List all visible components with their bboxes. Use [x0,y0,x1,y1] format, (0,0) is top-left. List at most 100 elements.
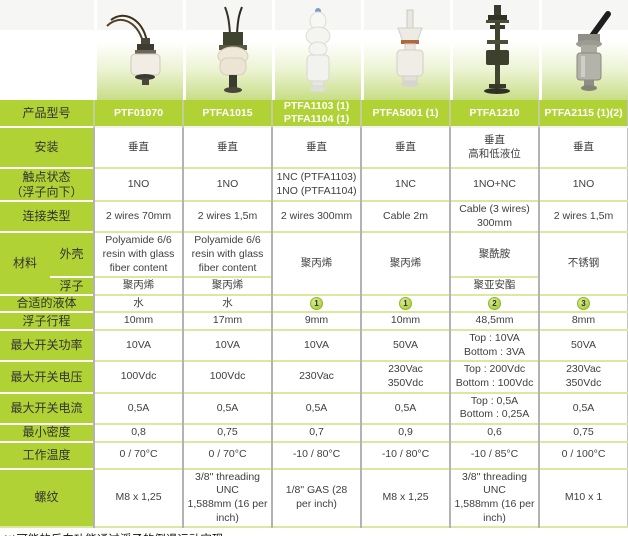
table-cell: 1/8" GAS (28 per inch) [271,467,362,528]
row-label-material-float: 浮子 [50,276,95,295]
table-cell: 2 wires 300mm [271,199,362,233]
table-cell: 2 wires 1,5m [538,199,628,233]
table-cell: 10mm [93,311,184,331]
table-cell: 0,5A [93,391,184,424]
product-photo-ptfa5001 [361,0,450,100]
table-cell: 聚丙烯 [271,231,362,295]
table-cell: 聚酰胺 [449,231,540,278]
table-cell: 3/8" threading UNC 1,588mm (16 per inch) [449,467,540,528]
table-cell: M8 x 1,25 [93,467,184,528]
table-cell: 0,9 [360,422,451,442]
footnotes: (1)可能的反向功能通过浮子的倒退运动实现. (2)ATEX形式是可能的（见31… [0,528,628,536]
table-cell: M10 x 1 [538,467,628,528]
row-label-max-switching-voltage: 最大开关电压 [0,360,95,393]
table-cell: 不锈钢 [538,231,628,295]
row-label-mounting: 安装 [0,126,95,168]
product-model: PTFA1210 [449,100,540,127]
table-cell: 水 [93,293,184,313]
table-cell: 1 [360,293,451,313]
table-cell: Top : 200Vdc Bottom : 100Vdc [449,360,540,393]
table-cell: 垂直 [182,126,273,168]
table-cell: M8 x 1,25 [360,467,451,528]
table-cell: 230Vac [271,360,362,393]
table-cell: 0,75 [182,422,273,442]
product-comparison-table: 产品型号 PTF01070 PTFA1015 PTFA1103 (1) PTFA… [0,100,628,529]
table-cell: Polyamide 6/6 resin with glass fiber con… [182,231,273,278]
table-cell: 0,7 [271,422,362,442]
table-cell: 垂直 [538,126,628,168]
table-cell: 1NO+NC [449,167,540,201]
table-cell: 0,8 [93,422,184,442]
table-cell: 10VA [93,329,184,362]
table-cell: 1NO [182,167,273,201]
table-cell: 17mm [182,311,273,331]
table-cell: 0,75 [538,422,628,442]
footnote-1: (1)可能的反向功能通过浮子的倒退运动实现. [3,533,624,536]
product-photo-ptfa1103 [272,0,361,100]
table-cell: 1NC (PTFA1103) 1NO (PTFA1104) [271,167,362,201]
row-label-operating-temperature: 工作温度 [0,440,95,469]
table-cell: 垂直 [360,126,451,168]
product-photo-ptf01070 [94,0,183,100]
table-cell: 100Vdc [93,360,184,393]
table-cell: 0,5A [538,391,628,424]
table-cell: 100Vdc [182,360,273,393]
product-model: PTFA1103 (1) PTFA1104 (1) [271,100,362,127]
row-label-min-density: 最小密度 [0,422,95,442]
table-cell: 9mm [271,311,362,331]
row-label-max-switching-current: 最大开关电流 [0,391,95,424]
table-cell: 聚丙烯 [93,276,184,295]
table-cell: 2 wires 1,5m [182,199,273,233]
product-model: PTFA2115 (1)(2) [538,100,628,127]
table-cell: 2 [449,293,540,313]
table-cell: 垂直 [93,126,184,168]
table-cell: -10 / 80°C [271,440,362,469]
liquid-badge: 3 [577,296,591,310]
table-cell: -10 / 85°C [449,440,540,469]
table-cell: 1NC [360,167,451,201]
table-cell: Cable (3 wires) 300mm [449,199,540,233]
product-photo-ptfa1015 [183,0,272,100]
table-cell: 聚亚安酯 [449,276,540,295]
table-cell: Cable 2m [360,199,451,233]
table-cell: 聚丙烯 [182,276,273,295]
row-label-thread: 螺纹 [0,467,95,528]
row-label-material: 材料 [0,231,50,295]
row-label-float-travel: 浮子行程 [0,311,95,331]
table-cell: Polyamide 6/6 resin with glass fiber con… [93,231,184,278]
table-cell: 0,5A [360,391,451,424]
table-cell: 1 [271,293,362,313]
table-cell: 聚丙烯 [360,231,451,295]
table-cell: 48,5mm [449,311,540,331]
table-cell: 1NO [93,167,184,201]
table-cell: 0,6 [449,422,540,442]
row-label-contact-state: 触点状态 （浮子向下） [0,167,95,201]
table-cell: 50VA [360,329,451,362]
product-model: PTF01070 [93,100,184,127]
table-cell: 10VA [271,329,362,362]
row-label-suitable-liquids: 合适的液体 [0,293,95,313]
table-cell: 8mm [538,311,628,331]
table-cell: 3 [538,293,628,313]
table-cell: 10mm [360,311,451,331]
table-cell: 230Vac 350Vdc [360,360,451,393]
table-cell: 1NO [538,167,628,201]
liquid-badge: 1 [399,296,413,310]
product-model: PTFA5001 (1) [360,100,451,127]
table-cell: Top : 10VA Bottom : 3VA [449,329,540,362]
table-cell: 水 [182,293,273,313]
table-cell: 0 / 70°C [182,440,273,469]
row-label-max-switching-power: 最大开关功率 [0,329,95,362]
product-photo-ptfa1210 [450,0,539,100]
table-cell: 垂直 高和低液位 [449,126,540,168]
table-cell: 0 / 100°C [538,440,628,469]
table-cell: -10 / 80°C [360,440,451,469]
row-label-material-housing: 外壳 [50,231,95,278]
product-model: PTFA1015 [182,100,273,127]
table-cell: 0,5A [182,391,273,424]
image-band-spacer [0,0,94,100]
table-cell: 0,5A [271,391,362,424]
table-cell: 0 / 70°C [93,440,184,469]
product-image-band [0,0,628,100]
